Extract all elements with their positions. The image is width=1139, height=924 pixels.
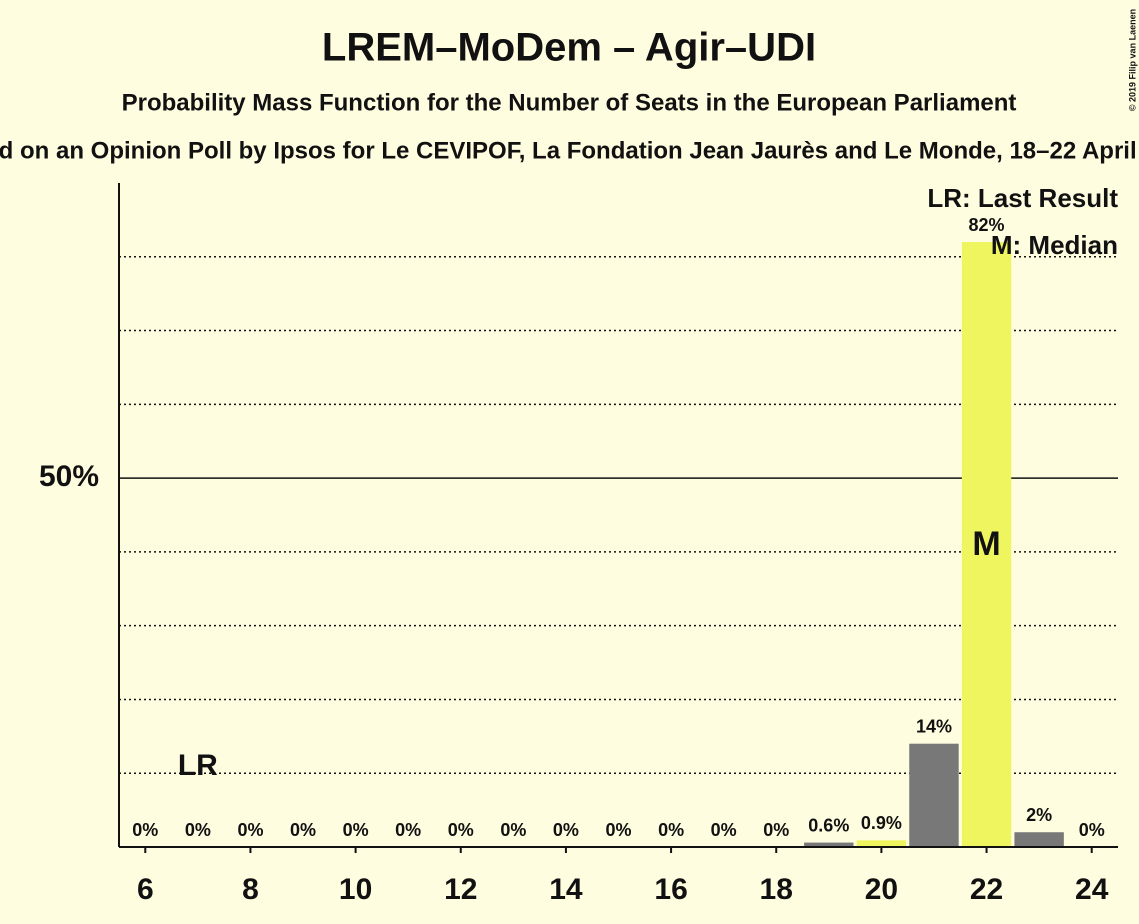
value-label: 2% — [1026, 805, 1052, 825]
x-tick-label: 12 — [444, 873, 477, 906]
chart-subtitle: Based on an Opinion Poll by Ipsos for Le… — [0, 137, 1139, 164]
value-label: 0% — [605, 820, 631, 840]
bar — [1014, 832, 1064, 847]
x-tick-label: 24 — [1075, 873, 1109, 906]
legend-entry: M: Median — [991, 230, 1118, 260]
value-label: 0% — [343, 820, 369, 840]
chart-subtitle: Probability Mass Function for the Number… — [122, 89, 1017, 116]
legend-entry: LR: Last Result — [927, 183, 1118, 213]
value-label: 0.9% — [861, 813, 902, 833]
x-tick-label: 8 — [242, 873, 259, 906]
x-tick-label: 16 — [654, 873, 687, 906]
value-label: 0% — [711, 820, 737, 840]
bar — [804, 842, 854, 847]
x-tick-label: 10 — [339, 873, 372, 906]
value-label: 0% — [395, 820, 421, 840]
value-label: 82% — [969, 215, 1005, 235]
bar — [856, 840, 907, 847]
annotation: LR — [178, 749, 218, 782]
value-label: 0% — [763, 820, 789, 840]
value-label: 0% — [1079, 820, 1105, 840]
x-tick-label: 18 — [760, 873, 793, 906]
credit: © 2019 Filip van Laenen — [1127, 9, 1137, 111]
value-label: 0% — [290, 820, 316, 840]
value-label: 0% — [658, 820, 684, 840]
x-tick-label: 20 — [865, 873, 898, 906]
chart-title: LREM–MoDem – Agir–UDI — [322, 26, 816, 70]
bar — [961, 242, 1012, 847]
value-label: 0.6% — [808, 815, 849, 835]
value-label: 0% — [553, 820, 579, 840]
annotation: M — [972, 525, 1000, 563]
y-tick-label: 50% — [39, 460, 99, 493]
x-tick-label: 6 — [137, 873, 154, 906]
value-label: 0% — [448, 820, 474, 840]
x-tick-label: 14 — [549, 873, 583, 906]
value-label: 0% — [132, 820, 158, 840]
value-label: 0% — [237, 820, 263, 840]
x-tick-label: 22 — [970, 873, 1003, 906]
value-label: 0% — [185, 820, 211, 840]
value-label: 0% — [500, 820, 526, 840]
bar — [909, 743, 959, 847]
value-label: 14% — [916, 716, 952, 736]
